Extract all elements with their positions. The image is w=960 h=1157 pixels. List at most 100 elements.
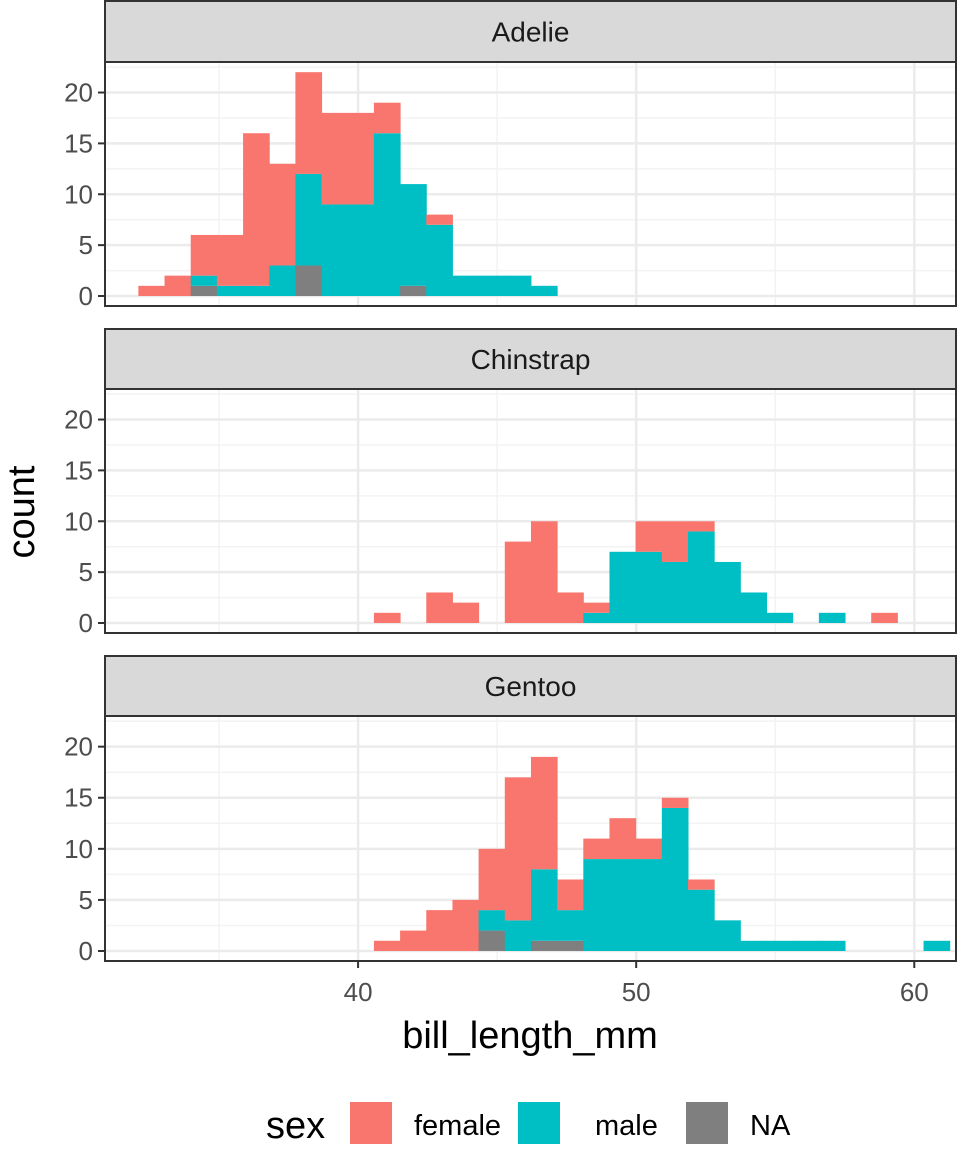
bar-female bbox=[557, 592, 584, 623]
y-axis-title: count bbox=[1, 465, 43, 558]
y-tick-label: 15 bbox=[64, 455, 93, 485]
y-tick-label: 5 bbox=[79, 885, 93, 915]
bar-female bbox=[687, 521, 715, 532]
bar-NA bbox=[557, 940, 584, 951]
x-tick-label: 60 bbox=[900, 977, 929, 1007]
bar-female bbox=[557, 879, 584, 911]
bar-female bbox=[190, 234, 218, 276]
bar-male bbox=[635, 859, 663, 951]
bar-male bbox=[923, 940, 951, 951]
bar-female bbox=[530, 521, 558, 623]
facet-panel-gentoo: Gentoo 0 5 10 15 20 bbox=[64, 655, 957, 966]
bar-male bbox=[373, 133, 401, 296]
y-tick-label: 10 bbox=[64, 506, 93, 536]
bar-female bbox=[216, 234, 244, 286]
bar-female bbox=[530, 756, 558, 870]
bar-male bbox=[583, 859, 610, 951]
y-axis: 0 5 10 15 20 bbox=[64, 78, 105, 311]
bar-female bbox=[426, 910, 453, 951]
y-tick-label: 15 bbox=[64, 128, 93, 158]
bar-NA bbox=[478, 930, 506, 951]
bar-female bbox=[452, 899, 480, 951]
legend-label-NA: NA bbox=[750, 1110, 791, 1142]
bar-male bbox=[504, 920, 532, 951]
y-tick-label: 15 bbox=[64, 783, 93, 813]
x-tick-label: 50 bbox=[622, 977, 651, 1007]
bar-male bbox=[321, 204, 349, 296]
legend-swatch-female bbox=[350, 1102, 392, 1144]
bar-male bbox=[766, 612, 794, 623]
bar-male bbox=[687, 889, 715, 951]
bar-male bbox=[661, 807, 689, 951]
bar-female bbox=[321, 112, 349, 205]
bar-female bbox=[138, 285, 166, 296]
x-axis-title: bill_length_mm bbox=[402, 1015, 658, 1057]
y-tick-label: 10 bbox=[64, 179, 93, 209]
bar-female bbox=[295, 72, 323, 174]
bar-male bbox=[269, 265, 296, 296]
facet-strip-label: Adelie bbox=[492, 17, 570, 48]
bar-NA bbox=[190, 285, 218, 296]
legend-title: sex bbox=[266, 1105, 325, 1147]
bar-female bbox=[347, 112, 375, 205]
bar-male bbox=[714, 920, 741, 951]
histogram-bars bbox=[138, 72, 558, 296]
y-tick-label: 0 bbox=[79, 936, 93, 966]
legend-label-female: female bbox=[414, 1110, 501, 1142]
bar-male bbox=[818, 940, 846, 951]
y-tick-label: 10 bbox=[64, 834, 93, 864]
panel-border bbox=[104, 61, 957, 307]
facet-strip-label: Gentoo bbox=[485, 671, 577, 702]
y-tick-label: 20 bbox=[64, 78, 93, 108]
bar-female bbox=[504, 541, 532, 623]
panels-layer: Adelie 0 5 10 15 20 Chinstrap 0 5 10 15 20 Gentoo 0 5 1… bbox=[64, 0, 957, 966]
x-axis: 40 50 60 bbox=[344, 961, 929, 1007]
bar-male bbox=[818, 612, 846, 623]
bar-male bbox=[347, 204, 375, 296]
bar-female bbox=[373, 612, 401, 623]
bar-male bbox=[295, 173, 323, 266]
y-tick-label: 20 bbox=[64, 405, 93, 435]
y-axis: 0 5 10 15 20 bbox=[64, 405, 105, 638]
bar-female bbox=[426, 592, 453, 623]
y-tick-label: 20 bbox=[64, 732, 93, 762]
bar-male bbox=[478, 910, 506, 931]
bar-NA bbox=[400, 285, 427, 296]
bar-male bbox=[609, 551, 637, 623]
bar-male bbox=[478, 275, 506, 296]
panel-border bbox=[104, 388, 957, 634]
bar-female bbox=[400, 930, 427, 951]
facet-panel-chinstrap: Chinstrap 0 5 10 15 20 bbox=[64, 328, 957, 638]
bar-male bbox=[426, 224, 453, 296]
bar-female bbox=[243, 133, 270, 286]
bar-male bbox=[766, 940, 794, 951]
bar-female bbox=[269, 163, 296, 266]
bar-female bbox=[504, 777, 532, 921]
y-tick-label: 0 bbox=[79, 608, 93, 638]
histogram-bars bbox=[373, 521, 898, 623]
facet-strip bbox=[104, 0, 957, 63]
bar-female bbox=[478, 848, 506, 911]
bar-male bbox=[609, 859, 637, 951]
bar-female bbox=[164, 275, 192, 296]
legend-label-male: male bbox=[595, 1110, 658, 1142]
bar-female bbox=[609, 818, 637, 860]
bar-NA bbox=[295, 265, 323, 296]
bar-female bbox=[426, 214, 453, 225]
bar-female bbox=[373, 940, 401, 951]
bar-female bbox=[635, 838, 663, 860]
y-tick-label: 5 bbox=[79, 557, 93, 587]
legend: sex female male NA bbox=[266, 1102, 791, 1147]
bar-NA bbox=[530, 940, 558, 951]
bar-male bbox=[190, 275, 218, 286]
bar-female bbox=[583, 602, 610, 613]
y-tick-label: 0 bbox=[79, 281, 93, 311]
y-axis: 0 5 10 15 20 bbox=[64, 732, 105, 966]
bar-male bbox=[530, 869, 558, 941]
facet-strip-label: Chinstrap bbox=[471, 344, 591, 375]
bar-female bbox=[661, 521, 689, 562]
bar-female bbox=[871, 612, 898, 623]
bar-male bbox=[243, 285, 270, 296]
